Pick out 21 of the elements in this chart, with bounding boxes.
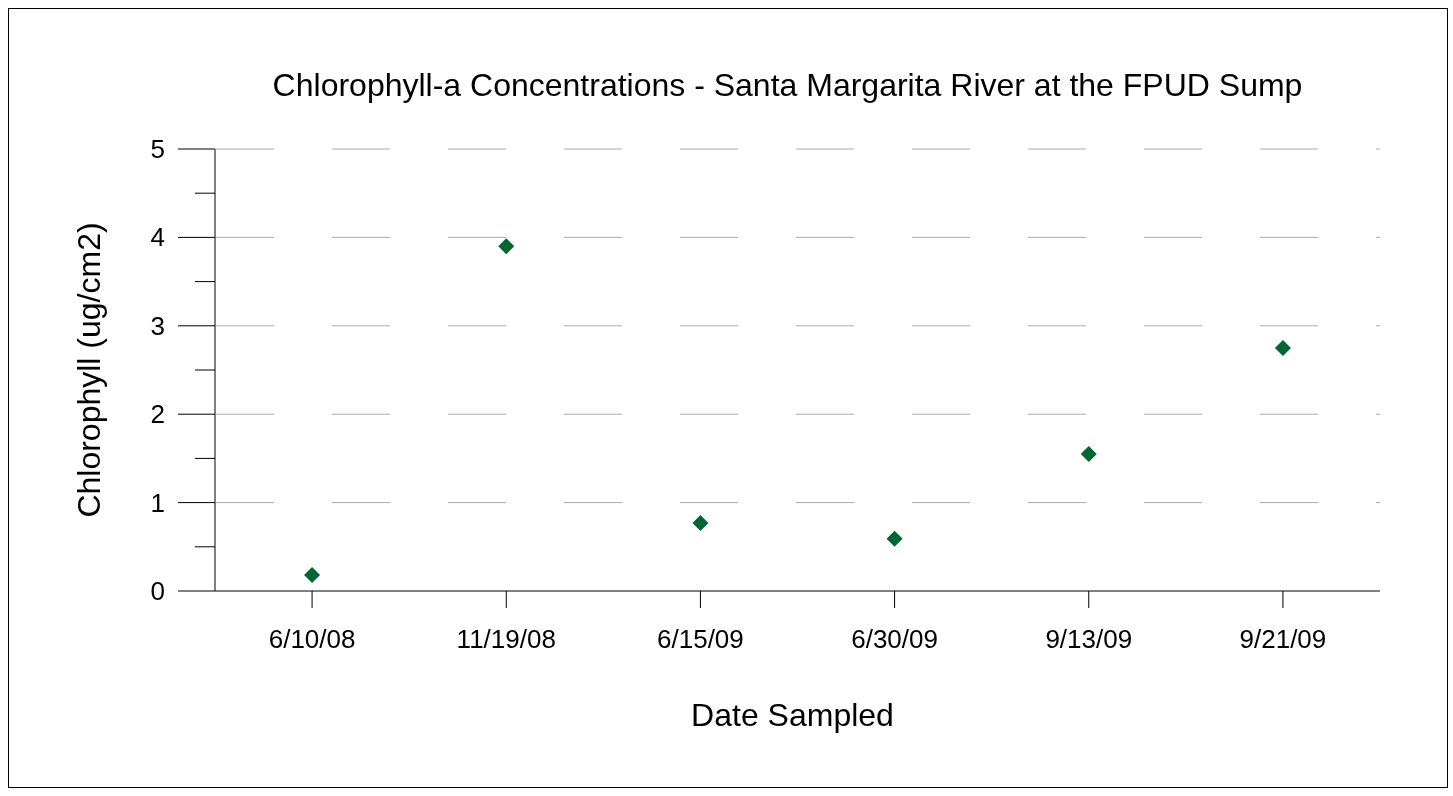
y-tick-label: 3 (150, 310, 165, 341)
point (1274, 339, 1291, 356)
x-tick-label: 9/13/09 (1045, 624, 1133, 654)
x-tick-label: 9/21/09 (1239, 624, 1327, 654)
x-axis-title: Date Sampled (691, 697, 894, 733)
x-tick-label: 6/10/08 (268, 624, 356, 654)
y-tick-label: 1 (150, 487, 165, 518)
chart-title: Chlorophyll-a Concentrations - Santa Margarita River at the FPUD Sump (272, 67, 1303, 103)
point (498, 238, 515, 255)
y-tick-label: 2 (150, 399, 165, 430)
x-tick-label: 11/19/08 (456, 624, 556, 654)
y-tick-label: 0 (150, 576, 165, 606)
point (692, 514, 709, 531)
y-axis-title: Chlorophyll (ug/cm2) (71, 222, 107, 518)
y-tick-label: 5 (150, 134, 165, 164)
point (1080, 445, 1097, 462)
point (304, 567, 321, 584)
x-tick-label: 6/30/09 (851, 624, 938, 654)
x-tick-label: 6/15/09 (657, 624, 744, 654)
point (886, 530, 903, 547)
y-tick-label: 4 (150, 222, 165, 253)
